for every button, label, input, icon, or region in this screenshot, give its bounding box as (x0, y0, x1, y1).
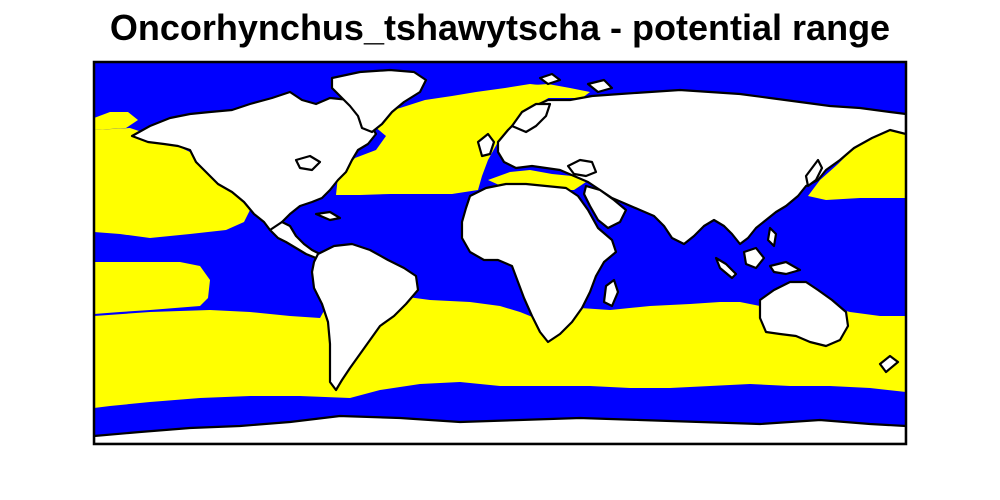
range-south-pacific-lobe (94, 262, 210, 314)
